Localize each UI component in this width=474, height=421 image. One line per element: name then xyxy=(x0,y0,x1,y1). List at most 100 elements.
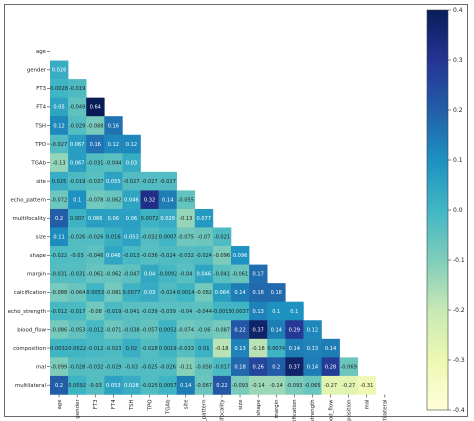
cell-label: -0.062 xyxy=(105,197,121,203)
heatmap-cell xyxy=(122,153,141,173)
cell-label: 0.13 xyxy=(234,346,245,352)
x-tick-label: age xyxy=(57,399,63,410)
heatmap-cell xyxy=(104,153,123,173)
heatmap-cell xyxy=(140,208,159,228)
heatmap-cell xyxy=(122,320,141,340)
heatmap-cell xyxy=(303,357,322,377)
heatmap-cell xyxy=(86,283,105,302)
cell-label: 0.0053 xyxy=(86,290,104,296)
heatmap-cell xyxy=(267,301,286,321)
x-tick-label: multilateral xyxy=(383,399,389,421)
cell-label: 0.16 xyxy=(108,123,119,129)
heatmap-cell xyxy=(176,338,196,358)
cell-label: -0.021 xyxy=(214,235,230,241)
cell-label: -0.027 xyxy=(123,179,139,185)
heatmap-cell xyxy=(176,246,196,265)
heatmap-cell xyxy=(158,171,177,191)
cell-label: 0.0014 xyxy=(177,290,195,296)
cell-label: -0.041 xyxy=(214,272,230,278)
cell-label: -0.026 xyxy=(159,364,175,370)
cell-label: -0.032 xyxy=(141,235,157,241)
cell-label: 0.0019 xyxy=(159,346,177,352)
heatmap-cell xyxy=(104,246,123,265)
cell-label: -0.18 xyxy=(252,346,265,352)
heatmap-cell xyxy=(68,338,87,358)
cell-label: -0.038 xyxy=(123,327,139,333)
heatmap-cell xyxy=(140,283,159,302)
cell-label: -0.14 xyxy=(270,383,283,389)
cell-label: 0.0052 xyxy=(159,327,177,333)
cell-label: -0.055 xyxy=(178,197,194,203)
cell-label: -0.27 xyxy=(342,383,355,389)
cell-label: -0.08 xyxy=(89,309,102,315)
colorbar xyxy=(426,9,449,411)
heatmap-cell xyxy=(122,264,141,284)
heatmap-cell xyxy=(50,357,69,377)
cell-label: -0.027 xyxy=(159,179,175,185)
x-tick-label: mal xyxy=(365,399,371,409)
heatmap-cell xyxy=(68,153,87,173)
cell-label: -0.028 xyxy=(69,364,85,370)
heatmap-cell xyxy=(50,97,69,117)
heatmap-cell xyxy=(104,190,123,210)
cell-label: -0.18 xyxy=(215,346,228,352)
cell-label: 0.067 xyxy=(70,160,85,166)
heatmap-cell xyxy=(68,264,87,284)
cell-label: 0.32 xyxy=(144,197,155,203)
x-tick-label: blood_flow xyxy=(328,399,334,421)
heatmap-cell xyxy=(140,190,159,210)
x-tick-label: FT3 xyxy=(93,399,99,409)
colorbar-tick-label: 0.4 xyxy=(453,7,463,14)
heatmap-cell xyxy=(212,246,232,265)
heatmap-cell xyxy=(176,357,196,377)
heatmap-cell xyxy=(104,320,123,340)
heatmap-cell xyxy=(285,357,304,377)
cell-label: 0.03 xyxy=(126,160,137,166)
heatmap-cell xyxy=(50,171,69,191)
heatmap-cell xyxy=(212,227,232,247)
colorbar-tick-label: 0.2 xyxy=(453,107,463,114)
cell-label: 0.12 xyxy=(108,142,119,148)
cell-label: 0.16 xyxy=(90,142,101,148)
cell-label: -0.032 xyxy=(87,364,103,370)
heatmap-cell xyxy=(158,190,177,210)
heatmap-cell xyxy=(50,283,69,302)
cell-label: 0.14 xyxy=(162,197,173,203)
heatmap-cell xyxy=(194,375,214,395)
y-tick-label: blood_flow xyxy=(17,327,46,333)
heatmap-cell xyxy=(122,246,141,265)
cell-label: -0.064 xyxy=(69,290,85,296)
cell-label: -0.019 xyxy=(69,179,85,185)
heatmap-cell xyxy=(303,375,322,395)
y-tick-label: composition xyxy=(13,346,46,352)
heatmap-cell xyxy=(267,375,286,395)
heatmap-cell xyxy=(339,357,358,377)
heatmap-cell xyxy=(231,264,250,284)
heatmap-cell xyxy=(212,338,232,358)
heatmap-cell xyxy=(122,338,141,358)
cell-label: 0.064 xyxy=(215,290,230,296)
cell-label: 0.18 xyxy=(234,364,245,370)
cell-label: 0.12 xyxy=(53,123,64,129)
heatmap-cell xyxy=(68,301,87,321)
cell-label: 0.1 xyxy=(272,309,280,315)
cell-label: -0.049 xyxy=(69,105,85,111)
cell-label: 0.016 xyxy=(106,235,121,241)
colorbar-tick-label: 0.3 xyxy=(453,57,463,64)
heatmap-cell xyxy=(140,338,159,358)
heatmap-cell xyxy=(176,301,196,321)
cell-label: -0.012 xyxy=(87,346,103,352)
cell-label: 0.05 xyxy=(53,105,64,111)
cell-label: -0.019 xyxy=(69,86,85,92)
cell-label: 0.0057 xyxy=(159,383,177,389)
x-tick-label: multifocality xyxy=(220,399,226,421)
cell-label: -0.053 xyxy=(69,327,85,333)
cell-label: -0.087 xyxy=(214,327,230,333)
x-tick-label: TGAb xyxy=(165,399,171,415)
cell-label: -0.019 xyxy=(105,309,121,315)
cell-label: -0.06 xyxy=(197,327,210,333)
cell-label: -0.067 xyxy=(196,383,212,389)
heatmap-cell xyxy=(140,171,159,191)
cell-label: -0.062 xyxy=(105,272,121,278)
